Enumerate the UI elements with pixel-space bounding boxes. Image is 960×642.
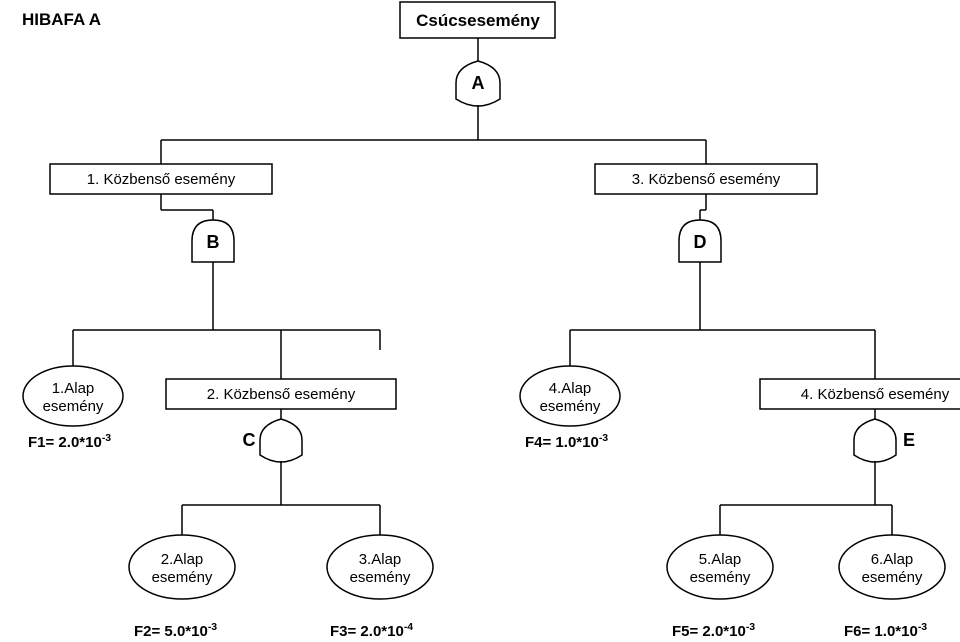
basic-event-label: esemény [862, 569, 923, 586]
basic-event-value: F6= 1.0*10-3 [844, 621, 927, 640]
gate-label: C [243, 430, 256, 450]
basic-event-value: F3= 2.0*10-4 [330, 621, 413, 640]
gate-label: A [472, 73, 485, 93]
basic-event-label: 5.Alap [699, 551, 742, 568]
basic-event-value: F4= 1.0*10-3 [525, 432, 608, 451]
basic-event-value: F1= 2.0*10-3 [28, 432, 111, 451]
basic-event-label: 3.Alap [359, 551, 402, 568]
or-gate [260, 419, 302, 462]
basic-event-label: 2.Alap [161, 551, 204, 568]
gate-label: B [207, 232, 220, 252]
intermediate-label: 3. Közbenső esemény [632, 171, 781, 188]
intermediate-label: 1. Közbenső esemény [87, 171, 236, 188]
or-gate [854, 419, 896, 462]
gate-label: E [903, 430, 915, 450]
basic-event-label: 1.Alap [52, 380, 95, 397]
intermediate-label: 2. Közbenső esemény [207, 386, 356, 403]
basic-event-label: esemény [43, 398, 104, 415]
basic-event-label: 4.Alap [549, 380, 592, 397]
basic-event-label: 6.Alap [871, 551, 914, 568]
basic-event-value: F5= 2.0*10-3 [672, 621, 755, 640]
fault-tree-svg: HIBAFA A Csúcsesemény A B C D E 1. Közbenső ese… [0, 0, 960, 642]
basic-event-label: esemény [540, 398, 601, 415]
top-event-label: Csúcsesemény [416, 11, 540, 30]
basic-event-value: F2= 5.0*10-3 [134, 621, 217, 640]
basic-event-label: esemény [690, 569, 751, 586]
intermediate-label: 4. Közbenső esemény [801, 386, 950, 403]
gate-label: D [694, 232, 707, 252]
basic-event-label: esemény [152, 569, 213, 586]
basic-event-label: esemény [350, 569, 411, 586]
diagram-title: HIBAFA A [22, 10, 101, 29]
